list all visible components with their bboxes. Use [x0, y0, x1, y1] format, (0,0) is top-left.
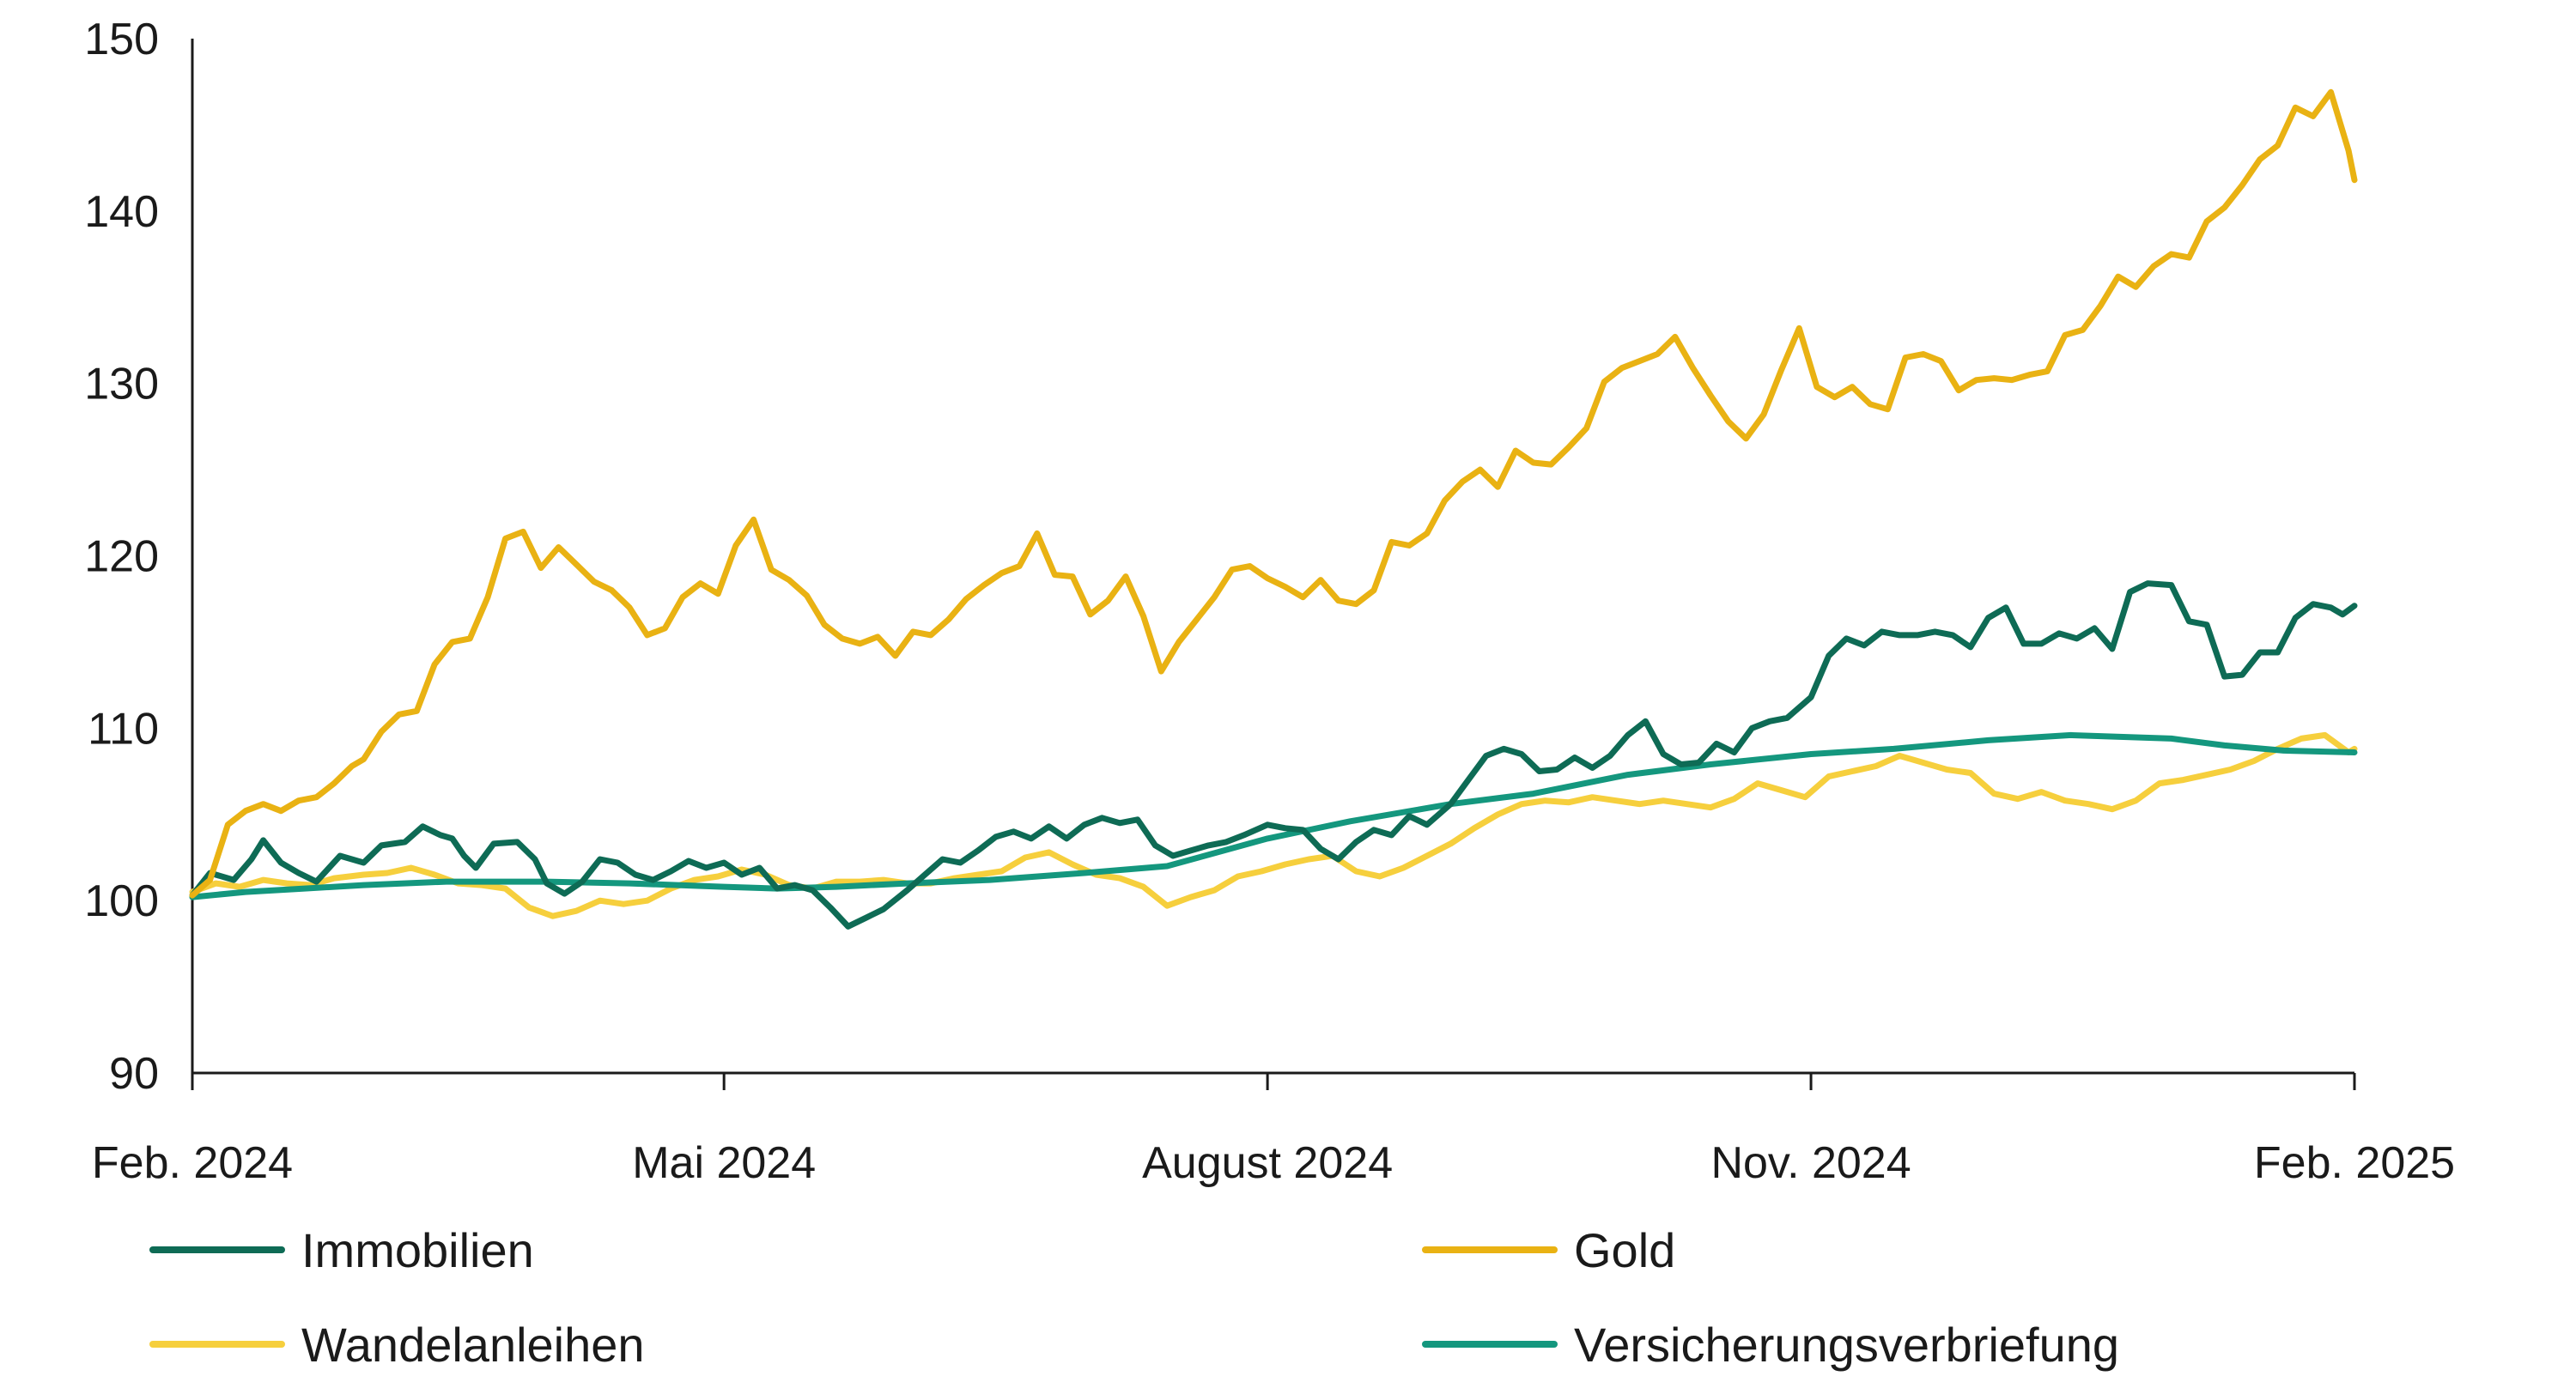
y-tick-label: 130	[84, 360, 159, 409]
x-tick-labels: Feb. 2024 Mai 2024 August 2024 Nov. 2024 Feb…	[92, 1138, 2455, 1188]
y-tick-label: 100	[84, 876, 159, 926]
x-tick-label: Mai 2024	[632, 1138, 816, 1188]
y-tick-labels: 90 100 110 120 130 140 150	[84, 15, 159, 1099]
y-tick-label: 120	[84, 532, 159, 582]
y-tick-label: 140	[84, 187, 159, 237]
legend-label-versicherungsverbriefung: Versicherungsverbriefung	[1574, 1318, 2119, 1372]
chart-axes	[191, 39, 2356, 1090]
y-tick-label: 150	[84, 15, 159, 64]
series-line-versicherungsverbriefung	[189, 731, 2358, 900]
y-tick-label: 110	[88, 704, 159, 754]
x-tick-label: Feb. 2025	[2254, 1138, 2455, 1188]
x-tick-label: Feb. 2024	[92, 1138, 293, 1188]
series-line-wandelanleihen	[189, 731, 2358, 919]
series-lines	[189, 88, 2358, 930]
legend-label-wandelanleihen: Wandelanleihen	[301, 1318, 645, 1372]
y-tick-label: 90	[109, 1049, 159, 1099]
series-line-immobilien	[189, 580, 2358, 930]
x-tick-label: Nov. 2024	[1710, 1138, 1911, 1188]
legend-label-immobilien: Immobilien	[301, 1223, 534, 1277]
legend: Immobilien Gold Wandelanleihen Versicherung…	[149, 1223, 2119, 1372]
legend-label-gold: Gold	[1574, 1223, 1675, 1277]
series-line-gold	[189, 88, 2358, 899]
x-tick-label: August 2024	[1142, 1138, 1393, 1188]
